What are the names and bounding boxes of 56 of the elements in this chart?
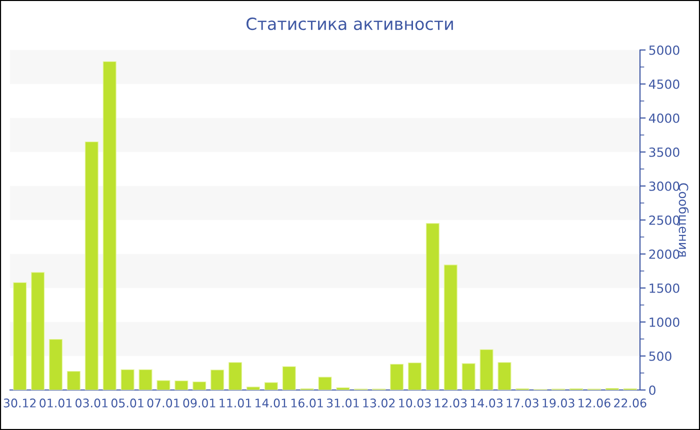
bar (210, 370, 224, 390)
bar (192, 381, 206, 390)
x-tick-label: 12.03 (435, 398, 467, 408)
x-tick-label: 16.01 (291, 398, 323, 408)
y-tick-label: 3000 (649, 181, 680, 191)
bar (426, 223, 440, 390)
bar (120, 369, 134, 390)
bar (246, 386, 260, 390)
y-tick-label: 500 (649, 351, 672, 361)
x-tick-label: 09.01 (183, 398, 216, 408)
bar (84, 141, 98, 390)
x-tick-label: 12.06 (578, 398, 610, 408)
x-tick-label: 19.03 (542, 398, 574, 408)
y-tick-label: 3500 (649, 147, 680, 157)
bar (31, 272, 45, 390)
x-tick-label: 01.01 (40, 398, 72, 408)
x-tick-label: 13.02 (363, 398, 395, 408)
y-tick-label: 0 (649, 385, 656, 395)
bar (156, 380, 170, 390)
chart-title: Статистика активности (246, 17, 453, 30)
x-tick-label: 05.01 (111, 398, 144, 408)
bar (390, 364, 404, 390)
y-tick-label: 5000 (649, 45, 680, 55)
bar (264, 382, 278, 390)
x-tick-label: 14.03 (470, 398, 502, 408)
y-tick-label: 4000 (648, 113, 680, 123)
x-tick-label: 17.03 (506, 398, 538, 408)
bar (13, 282, 27, 390)
bar (318, 376, 332, 390)
bar (228, 362, 242, 390)
x-tick-label: 22.06 (614, 398, 646, 408)
bar (102, 61, 116, 390)
y-tick-label: 1000 (650, 317, 680, 327)
y-tick-label: 1500 (650, 283, 680, 293)
y-tick-label: 2500 (649, 215, 680, 225)
bar (444, 264, 458, 390)
x-tick-label: 30.12 (4, 398, 36, 408)
bar (48, 338, 63, 390)
bar (138, 369, 152, 390)
bar (480, 349, 494, 390)
bar (498, 362, 512, 390)
x-tick-label: 10.03 (399, 398, 431, 408)
x-tick-label: 11.01 (220, 398, 252, 408)
bar (336, 387, 350, 390)
y-tick-label: 4500 (648, 79, 680, 89)
x-tick-label: 07.01 (147, 398, 180, 408)
x-tick-label: 14.01 (256, 398, 287, 408)
y-axis-title: Сообщения (677, 183, 689, 256)
bar (408, 362, 422, 390)
x-tick-label: 03.01 (76, 398, 108, 408)
x-tick-label: 31.01 (326, 398, 359, 408)
bar (66, 370, 81, 390)
bar (174, 380, 188, 390)
bar (282, 366, 296, 390)
y-tick-label: 2000 (649, 249, 680, 259)
bar (462, 363, 476, 390)
